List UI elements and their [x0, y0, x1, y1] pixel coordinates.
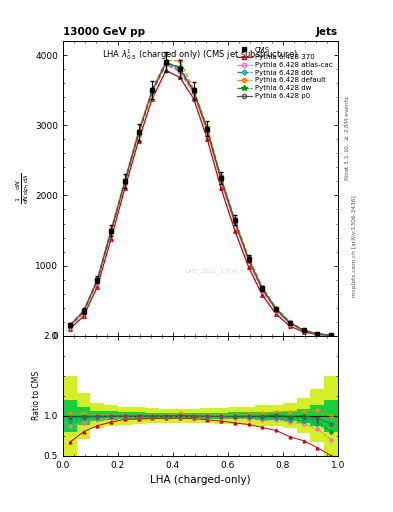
- Text: Rivet 3.1.10, $\geq$ 2.8M events: Rivet 3.1.10, $\geq$ 2.8M events: [344, 95, 351, 181]
- Text: mcplots.cern.ch [arXiv:1306.3436]: mcplots.cern.ch [arXiv:1306.3436]: [352, 195, 357, 296]
- Text: 13000 GeV pp: 13000 GeV pp: [63, 27, 145, 36]
- Text: CMS_2021_1T€4€7: CMS_2021_1T€4€7: [184, 268, 244, 274]
- X-axis label: LHA (charged-only): LHA (charged-only): [150, 475, 251, 485]
- Text: Jets: Jets: [316, 27, 338, 36]
- Y-axis label: Ratio to CMS: Ratio to CMS: [32, 371, 41, 420]
- Y-axis label: $\frac{1}{\mathrm{d}N}\frac{\mathrm{d}N}{\mathrm{d}p_{\mathrm{T}}\,\mathrm{d}\la: $\frac{1}{\mathrm{d}N}\frac{\mathrm{d}N}…: [15, 173, 32, 204]
- Text: LHA $\lambda^{1}_{0.5}$ (charged only) (CMS jet substructure): LHA $\lambda^{1}_{0.5}$ (charged only) (…: [103, 47, 298, 62]
- Legend: CMS, Pythia 6.428 370, Pythia 6.428 atlas-cac, Pythia 6.428 d6t, Pythia 6.428 de: CMS, Pythia 6.428 370, Pythia 6.428 atla…: [235, 45, 334, 101]
